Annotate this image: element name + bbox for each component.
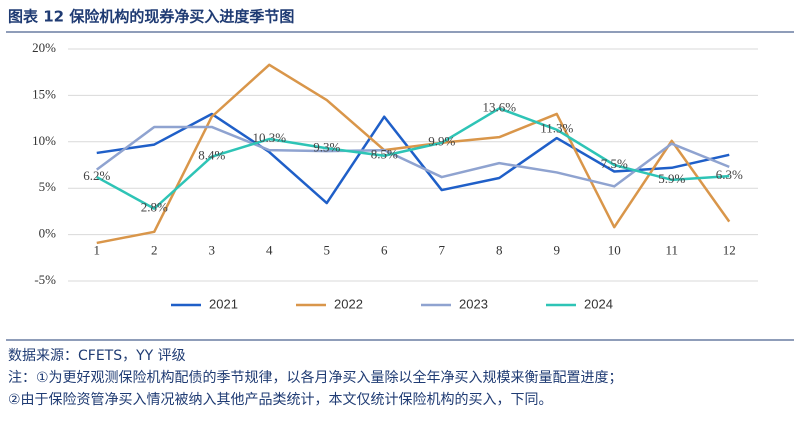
- x-tick-label: 4: [266, 243, 273, 258]
- series-line: [96, 107, 730, 210]
- data-label: 6.2%: [83, 168, 110, 183]
- x-tick-label: 7: [439, 243, 446, 258]
- x-tick-label: 2: [151, 243, 158, 258]
- x-tick-label: 11: [665, 243, 678, 258]
- y-tick-label: 20%: [32, 40, 56, 55]
- data-label: 7.5%: [601, 156, 628, 171]
- x-tick-label: 8: [496, 243, 503, 258]
- y-tick-label: 10%: [32, 133, 56, 148]
- x-tick-label: 10: [608, 243, 621, 258]
- data-label: 10.3%: [252, 130, 286, 145]
- x-tick-label: 9: [554, 243, 561, 258]
- data-label: 9.9%: [428, 134, 455, 149]
- data-label: 8.5%: [371, 147, 398, 162]
- legend-label: 2023: [459, 296, 488, 311]
- legend-label: 2022: [334, 296, 363, 311]
- source-note: 数据来源：CFETS，YY 评级: [8, 348, 186, 364]
- data-label: 13.6%: [482, 99, 516, 114]
- data-label: 9.3%: [313, 139, 340, 154]
- note: 注：①为更好观测保险机构配债的季节规律，以各月净买入量除以全年净买入规模来衡量配…: [8, 369, 623, 386]
- legend-label: 2021: [209, 296, 238, 311]
- data-label: 2.8%: [141, 200, 168, 215]
- data-label: 6.3%: [716, 167, 743, 182]
- y-tick-label: 0%: [39, 226, 57, 241]
- x-tick-label: 12: [723, 243, 736, 258]
- y-tick-label: -5%: [34, 272, 56, 287]
- series-line: [96, 125, 730, 188]
- y-tick-label: 15%: [32, 86, 56, 101]
- x-tick-label: 1: [94, 243, 101, 258]
- data-label: 5.9%: [658, 171, 685, 186]
- note: ②由于保险资管净买入情况被纳入其他产品类统计，本文仅统计保险机构的买入，下同。: [8, 392, 553, 408]
- series-line: [96, 112, 730, 205]
- data-label: 8.4%: [198, 148, 225, 163]
- x-tick-label: 3: [209, 243, 216, 258]
- chart-title: 图表 12 保险机构的现券净买入进度季节图: [8, 8, 294, 26]
- series-line: [96, 63, 731, 245]
- legend-label: 2024: [584, 296, 613, 311]
- x-tick-label: 5: [324, 243, 331, 258]
- x-tick-label: 6: [381, 243, 388, 258]
- data-label: 11.3%: [540, 121, 573, 136]
- y-tick-label: 5%: [39, 179, 57, 194]
